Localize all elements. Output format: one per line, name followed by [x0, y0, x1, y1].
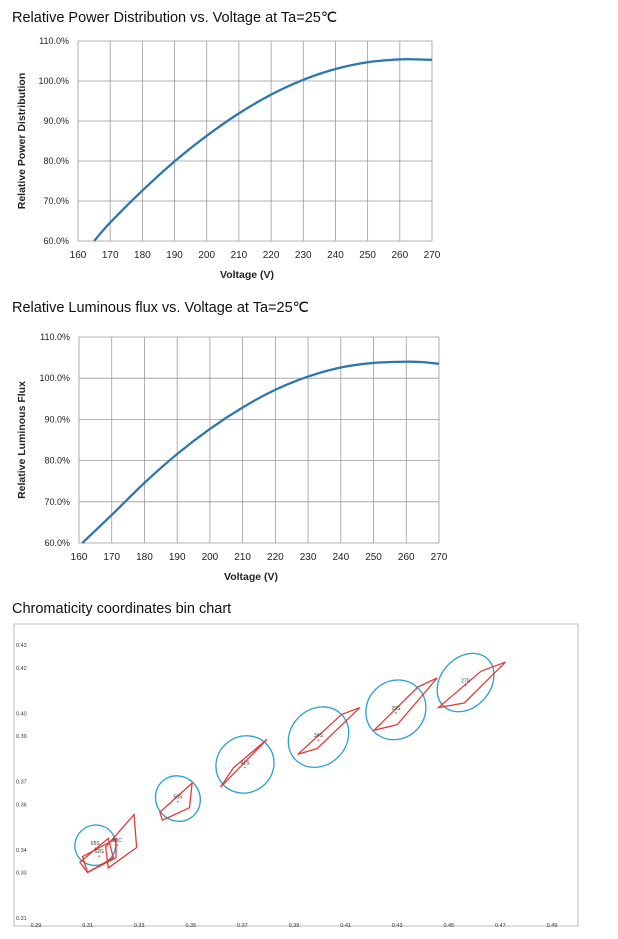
x-tick-label: 0.41 [340, 923, 351, 929]
y-tick-label: 0.31 [16, 916, 27, 922]
y-tick-label: 100.0% [39, 373, 70, 383]
x-tick-label: 0.47 [495, 923, 506, 929]
bin-center-point [116, 844, 119, 847]
bin-label: 50C [113, 838, 123, 844]
x-tick-label: 230 [300, 552, 317, 563]
bin-quadrangle [297, 706, 361, 755]
x-tick-label: 270 [431, 552, 448, 563]
y-tick-label: 60.0% [43, 236, 69, 246]
bin-label: 27S [461, 679, 471, 685]
y-tick-label: 90.0% [43, 116, 69, 126]
x-tick-label: 260 [398, 552, 415, 563]
bin-label: 65S [91, 841, 101, 847]
y-tick-label: 80.0% [43, 156, 69, 166]
x-axis-label: Voltage (V) [220, 269, 274, 281]
y-tick-label: 0.40 [16, 711, 27, 717]
x-tick-label: 170 [102, 250, 119, 261]
bin-center-point [317, 739, 320, 741]
x-tick-label: 0.29 [31, 923, 42, 929]
x-tick-label: 0.33 [134, 923, 145, 929]
x-tick-label: 220 [267, 552, 284, 563]
x-tick-label: 200 [202, 552, 219, 563]
x-tick-label: 250 [359, 250, 376, 261]
bin-label: 50S [173, 795, 183, 801]
x-tick-label: 200 [198, 250, 215, 261]
y-tick-label: 80.0% [44, 456, 70, 466]
x-tick-label: 0.37 [237, 923, 248, 929]
bin-center-point [98, 855, 101, 857]
bin-center-point [244, 766, 246, 769]
y-tick-label: 90.0% [44, 414, 70, 424]
bin-quadrangle [159, 781, 193, 822]
bin-label: 29S [391, 706, 401, 712]
x-tick-label: 0.35 [185, 923, 196, 929]
y-tick-label: 0.34 [16, 848, 27, 854]
y-axis-label: Relative Luminous Flux [16, 381, 28, 499]
y-tick-label: 70.0% [43, 196, 69, 206]
chart-3-title: Chromaticity coordinates bin chart [12, 601, 232, 617]
y-tick-label: 110.0% [39, 36, 69, 46]
bin-quadrangle [78, 837, 115, 874]
x-tick-label: 190 [166, 250, 183, 261]
bin-quadrangle [81, 837, 117, 874]
x-tick-label: 0.31 [82, 923, 93, 929]
bin-quadrangle [104, 812, 138, 870]
x-tick-label: 190 [169, 552, 186, 563]
plot-frame [13, 623, 579, 927]
x-tick-label: 210 [231, 250, 248, 261]
bin-label: 41S [241, 760, 251, 766]
x-tick-label: 0.43 [392, 923, 403, 929]
x-tick-label: 210 [234, 552, 251, 563]
series-line [81, 360, 440, 544]
x-tick-label: 270 [424, 250, 441, 261]
x-tick-label: 240 [327, 250, 344, 261]
y-tick-label: 60.0% [44, 538, 70, 548]
y-tick-label: 0.43 [16, 643, 27, 649]
series-line [93, 58, 433, 242]
y-tick-label: 0.36 [16, 802, 27, 808]
bin-center-point [395, 712, 397, 714]
y-tick-label: 0.42 [16, 666, 27, 672]
y-tick-label: 0.39 [16, 734, 27, 740]
y-tick-label: 0.37 [16, 780, 27, 786]
x-axis-label: Voltage (V) [224, 571, 278, 583]
y-tick-label: 0.33 [16, 871, 27, 877]
bin-label: 34S [314, 733, 324, 739]
x-tick-label: 160 [71, 552, 88, 563]
x-tick-label: 0.39 [289, 923, 300, 929]
x-tick-label: 240 [332, 552, 349, 563]
x-tick-label: 220 [263, 250, 280, 261]
bin-center-point [94, 847, 97, 849]
bin-label: 62G [94, 849, 104, 855]
x-tick-label: 170 [103, 552, 120, 563]
chart-1-title: Relative Power Distribution vs. Voltage … [12, 10, 338, 26]
x-tick-label: 160 [70, 250, 87, 261]
macadam-ellipse [215, 735, 275, 794]
bin-quadrangle [371, 677, 438, 732]
x-tick-label: 0.49 [547, 923, 558, 929]
x-tick-label: 250 [365, 552, 382, 563]
x-tick-label: 180 [134, 250, 151, 261]
y-tick-label: 100.0% [38, 76, 69, 86]
x-tick-label: 230 [295, 250, 312, 261]
x-tick-label: 180 [136, 552, 153, 563]
bin-center-point [464, 684, 467, 687]
bin-quadrangle [436, 661, 507, 709]
x-tick-label: 260 [391, 250, 408, 261]
bin-quadrangle [219, 738, 268, 788]
y-tick-label: 70.0% [44, 497, 70, 507]
x-tick-label: 0.45 [443, 923, 454, 929]
y-tick-label: 110.0% [40, 332, 70, 342]
chart-2-title: Relative Luminous flux vs. Voltage at Ta… [12, 300, 309, 316]
bin-center-point [177, 800, 179, 803]
y-axis-label: Relative Power Distribution [16, 73, 28, 210]
